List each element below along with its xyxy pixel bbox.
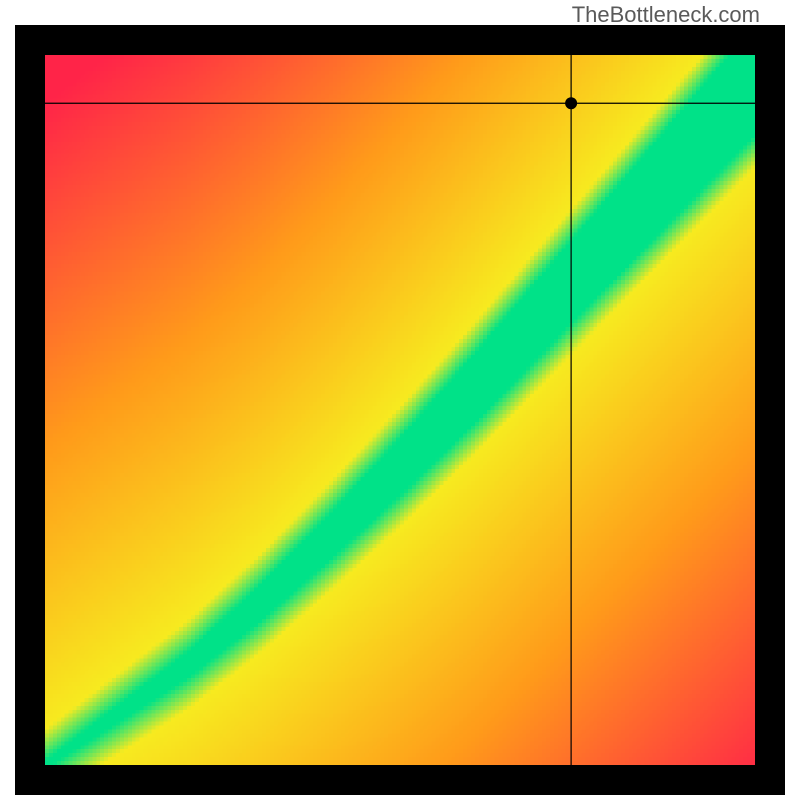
watermark-text: TheBottleneck.com bbox=[572, 2, 760, 28]
chart-container: TheBottleneck.com bbox=[0, 0, 800, 800]
plot-frame bbox=[15, 25, 785, 795]
heatmap bbox=[45, 55, 755, 765]
